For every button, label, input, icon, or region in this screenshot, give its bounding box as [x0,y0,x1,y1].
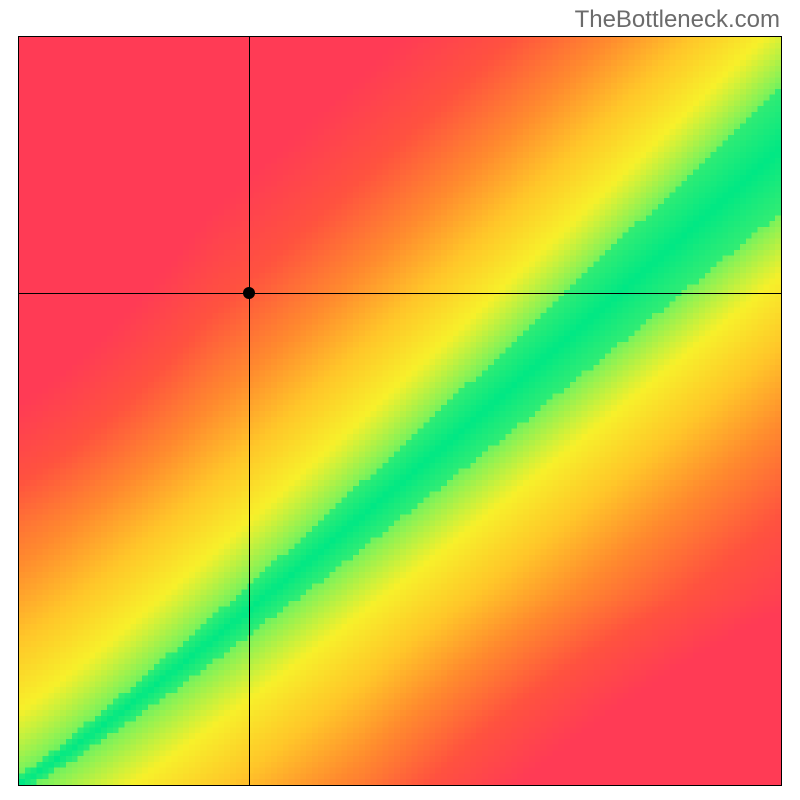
chart-container: TheBottleneck.com [0,0,800,800]
marker-dot [243,287,255,299]
watermark-label: TheBottleneck.com [575,6,780,34]
heatmap-canvas [19,37,781,785]
crosshair-horizontal [19,293,781,294]
heatmap-plot [18,36,782,786]
crosshair-vertical [249,37,250,785]
